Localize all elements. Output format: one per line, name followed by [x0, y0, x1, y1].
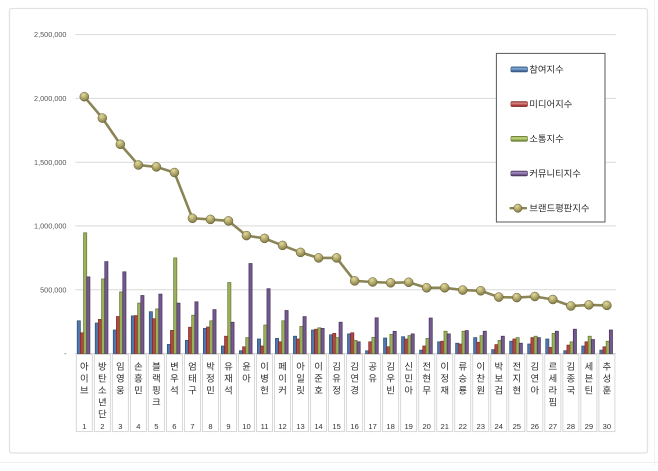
- svg-text:17: 17: [368, 422, 376, 431]
- svg-text:28: 28: [567, 422, 575, 431]
- svg-text:1,000,000: 1,000,000: [34, 222, 66, 231]
- svg-text:30: 30: [603, 422, 611, 431]
- svg-text:24: 24: [495, 422, 503, 431]
- svg-text:7: 7: [190, 422, 194, 431]
- svg-text:1,500,000: 1,500,000: [34, 158, 66, 167]
- svg-text:12: 12: [278, 422, 286, 431]
- svg-text:19: 19: [404, 422, 412, 431]
- svg-text:27: 27: [549, 422, 557, 431]
- svg-text:2,500,000: 2,500,000: [34, 30, 66, 39]
- svg-text:25: 25: [513, 422, 521, 431]
- svg-text:14: 14: [314, 422, 322, 431]
- svg-text:3: 3: [118, 422, 122, 431]
- svg-text:26: 26: [531, 422, 539, 431]
- svg-text:13: 13: [296, 422, 304, 431]
- svg-text:21: 21: [440, 422, 448, 431]
- svg-text:20: 20: [422, 422, 430, 431]
- svg-text:500,000: 500,000: [40, 285, 66, 294]
- svg-text:10: 10: [242, 422, 250, 431]
- svg-text:11: 11: [261, 422, 269, 431]
- svg-text:6: 6: [172, 422, 176, 431]
- svg-text:18: 18: [386, 422, 394, 431]
- svg-text:5: 5: [154, 422, 158, 431]
- svg-text:2: 2: [100, 422, 104, 431]
- svg-text:4: 4: [136, 422, 140, 431]
- svg-text:29: 29: [585, 422, 593, 431]
- svg-text:9: 9: [226, 422, 230, 431]
- svg-text:15: 15: [332, 422, 340, 431]
- svg-text:-: -: [64, 349, 67, 358]
- svg-text:16: 16: [350, 422, 358, 431]
- svg-text:22: 22: [459, 422, 467, 431]
- svg-text:8: 8: [208, 422, 212, 431]
- svg-text:2,000,000: 2,000,000: [34, 94, 66, 103]
- svg-text:23: 23: [477, 422, 485, 431]
- svg-text:1: 1: [82, 422, 86, 431]
